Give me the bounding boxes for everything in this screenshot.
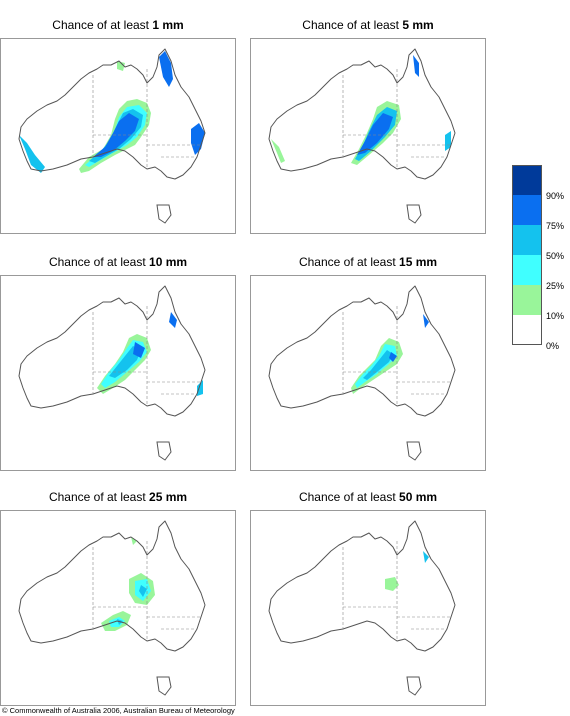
panel-title-amount: 5 mm [402, 18, 434, 32]
probability-legend: 90% 75% 50% 25% 10% 0% [512, 165, 570, 355]
legend-label-90: 90% [546, 191, 565, 201]
panel-title-amount: 50 mm [399, 490, 438, 504]
panel-title-amount: 25 mm [149, 490, 188, 504]
panel-title-prefix: Chance of at least [302, 18, 403, 32]
rainfall-map [250, 510, 486, 706]
rainfall-map [0, 38, 236, 234]
legend-swatch-25 [512, 255, 542, 285]
panel-title: Chance of at least 15 mm [250, 255, 486, 269]
rainfall-map [250, 38, 486, 234]
rainfall-map [250, 275, 486, 471]
copyright-notice: © Commonwealth of Australia 2006, Austra… [2, 706, 235, 715]
panel-title-amount: 15 mm [399, 255, 438, 269]
legend-swatch-10 [512, 285, 542, 315]
rainfall-map [0, 510, 236, 706]
legend-label-0: 0% [546, 341, 560, 351]
panel-title-prefix: Chance of at least [48, 255, 150, 269]
legend-swatch-90 [512, 165, 542, 195]
panel-title: Chance of at least 25 mm [0, 490, 236, 504]
legend-swatch-75 [512, 195, 542, 225]
panel-title: Chance of at least 5 mm [250, 18, 486, 32]
legend-swatch-50 [512, 225, 542, 255]
legend-label-75: 75% [546, 221, 565, 231]
panel-title: Chance of at least 10 mm [0, 255, 236, 269]
panel-title: Chance of at least 1 mm [0, 18, 236, 32]
legend-label-50: 50% [546, 251, 565, 261]
legend-label-10: 10% [546, 311, 565, 321]
panel-title-prefix: Chance of at least [298, 255, 400, 269]
panel-title: Chance of at least 50 mm [250, 490, 486, 504]
panel-title-prefix: Chance of at least [52, 18, 153, 32]
panel-title-amount: 10 mm [149, 255, 188, 269]
rainfall-map [0, 275, 236, 471]
legend-label-25: 25% [546, 281, 565, 291]
panel-title-amount: 1 mm [152, 18, 184, 32]
legend-swatch-0 [512, 315, 542, 345]
panel-title-prefix: Chance of at least [48, 490, 150, 504]
panel-title-prefix: Chance of at least [298, 490, 400, 504]
